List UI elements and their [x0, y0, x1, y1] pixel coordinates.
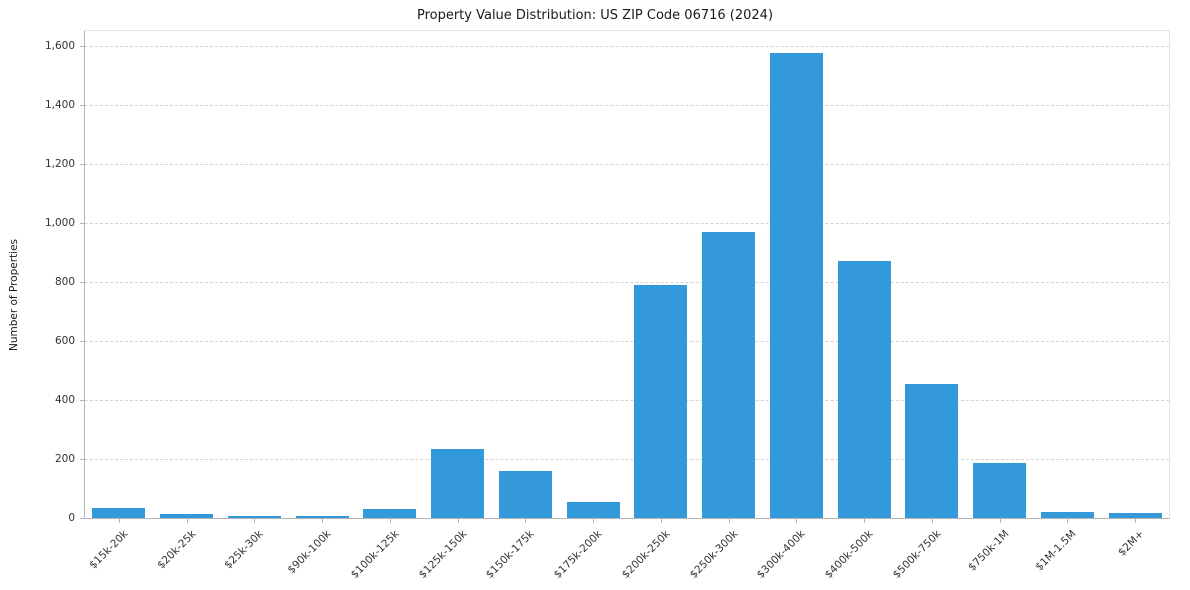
- bar-$1M-1.5M: [1040, 511, 1094, 518]
- ytick-label-400: 400: [54, 393, 75, 406]
- xtick-mark-7: [593, 518, 595, 523]
- xtick-label-11: $400k-500k: [822, 528, 876, 581]
- xtick-label-1: $20k-25k: [154, 528, 199, 572]
- bar-$175k-200k: [566, 501, 620, 518]
- gridline-y-400: [85, 399, 1169, 401]
- ytick-mark-600: [80, 340, 85, 342]
- bar-$15k-20k: [92, 507, 146, 518]
- xtick-label-4: $100k-125k: [348, 528, 402, 581]
- ytick-mark-400: [80, 399, 85, 401]
- xtick-label-12: $500k-750k: [890, 528, 944, 581]
- ytick-mark-1600: [80, 45, 85, 47]
- ytick-label-200: 200: [54, 452, 75, 465]
- xtick-mark-15: [1135, 518, 1137, 523]
- bar-$200k-250k: [634, 284, 688, 518]
- bar-$400k-500k: [837, 261, 891, 518]
- ytick-label-1200: 1,200: [44, 157, 75, 170]
- bar-$20k-25k: [160, 513, 214, 518]
- bar-$500k-750k: [905, 383, 959, 518]
- ytick-mark-1200: [80, 163, 85, 165]
- xtick-label-10: $300k-400k: [755, 528, 808, 581]
- xtick-mark-3: [322, 518, 324, 523]
- bar-$250k-300k: [702, 231, 756, 518]
- xtick-label-9: $250k-300k: [687, 528, 741, 581]
- xtick-mark-0: [118, 518, 120, 523]
- xtick-mark-11: [864, 518, 866, 523]
- xtick-mark-2: [254, 518, 256, 523]
- bar-$150k-175k: [498, 470, 552, 518]
- gridline-y-600: [85, 340, 1169, 342]
- xtick-mark-14: [1067, 518, 1069, 523]
- ytick-mark-1000: [80, 222, 85, 224]
- xtick-label-0: $15k-20k: [86, 528, 131, 572]
- xtick-label-7: $175k-200k: [551, 528, 605, 581]
- gridline-y-800: [85, 281, 1169, 283]
- xtick-mark-1: [186, 518, 188, 523]
- gridline-y-1400: [85, 104, 1169, 106]
- xtick-mark-10: [796, 518, 798, 523]
- ytick-label-1000: 1,000: [44, 216, 75, 229]
- bar-$750k-1M: [973, 463, 1027, 518]
- plot-area: 0 200 400 600 800 1,000 1,200 1,400 1,600 $15k-20…: [45, 30, 1170, 581]
- bar-$90k-100k: [295, 515, 349, 518]
- xtick-label-14: $1M-1.5M: [1033, 528, 1079, 574]
- xtick-mark-5: [457, 518, 459, 523]
- y-axis-label: Number of Properties: [8, 238, 20, 352]
- ytick-label-1400: 1,400: [44, 98, 75, 111]
- ytick-mark-200: [80, 458, 85, 460]
- ytick-label-600: 600: [54, 334, 75, 347]
- xtick-label-2: $25k-30k: [222, 528, 266, 572]
- ytick-mark-800: [80, 281, 85, 283]
- xtick-mark-12: [931, 518, 933, 523]
- ytick-label-1600: 1,600: [44, 39, 75, 52]
- xtick-label-6: $150k-175k: [484, 528, 537, 581]
- ytick-label-0: 0: [68, 512, 75, 524]
- xtick-mark-9: [728, 518, 730, 523]
- xtick-mark-6: [525, 518, 527, 523]
- ytick-label-800: 800: [54, 275, 75, 288]
- xtick-label-13: $750k-1M: [965, 528, 1012, 574]
- bar-$125k-150k: [431, 448, 485, 518]
- xtick-label-8: $200k-250k: [619, 528, 673, 581]
- chart-title: Property Value Distribution: US ZIP Code…: [416, 8, 774, 23]
- xtick-mark-4: [389, 518, 391, 523]
- gridline-y-1000: [85, 222, 1169, 224]
- ytick-mark-0: [80, 518, 85, 519]
- gridline-y-1600: [85, 45, 1169, 47]
- gridline-y-200: [85, 458, 1169, 460]
- bar-$2M+: [1108, 512, 1162, 518]
- bar-$100k-125k: [363, 509, 417, 518]
- xtick-mark-13: [999, 518, 1001, 523]
- xtick-mark-8: [660, 518, 662, 523]
- ytick-mark-1400: [80, 104, 85, 106]
- xtick-label-5: $125k-150k: [416, 528, 470, 581]
- xtick-label-3: $90k-100k: [285, 528, 334, 577]
- bar-$300k-400k: [769, 53, 823, 518]
- bar-$25k-30k: [227, 515, 281, 518]
- gridline-y-1200: [85, 163, 1169, 165]
- xtick-label-15: $2M+: [1116, 528, 1147, 559]
